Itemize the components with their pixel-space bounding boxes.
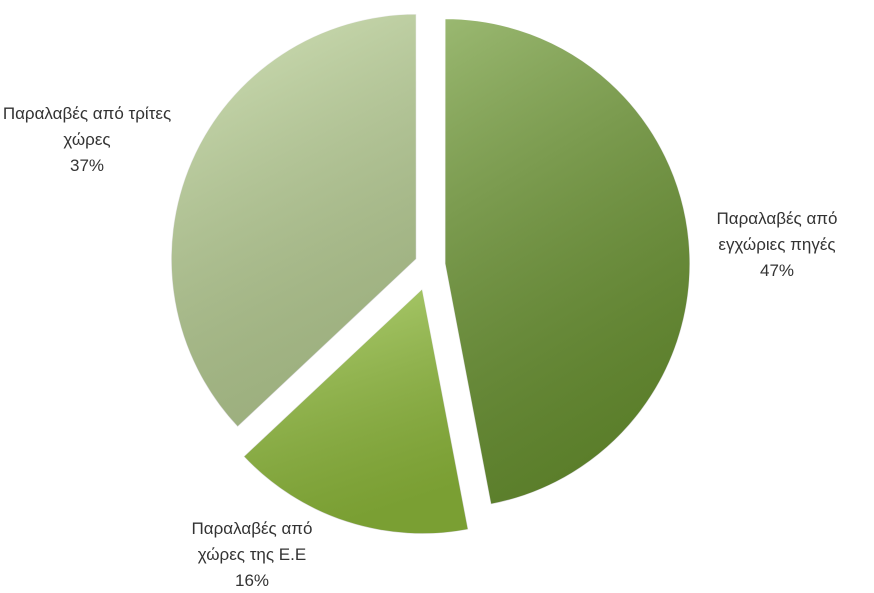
slice-label: Παραλαβές από τρίτες χώρες 37% — [2, 101, 172, 179]
value-label: 16% — [234, 571, 270, 590]
category-label: Παραλαβές από χώρες της Ε.Ε — [191, 519, 313, 564]
value-label: 37% — [69, 156, 105, 175]
value-label: 47% — [759, 261, 795, 280]
pie-slice — [444, 18, 691, 505]
category-label: Παραλαβές από εγχώριες πηγές — [716, 209, 838, 254]
slice-label: Παραλαβές από εγχώριες πηγές 47% — [692, 206, 862, 284]
slice-label: Παραλαβές από χώρες της Ε.Ε 16% — [167, 516, 337, 593]
category-label: Παραλαβές από τρίτες χώρες — [2, 104, 172, 149]
